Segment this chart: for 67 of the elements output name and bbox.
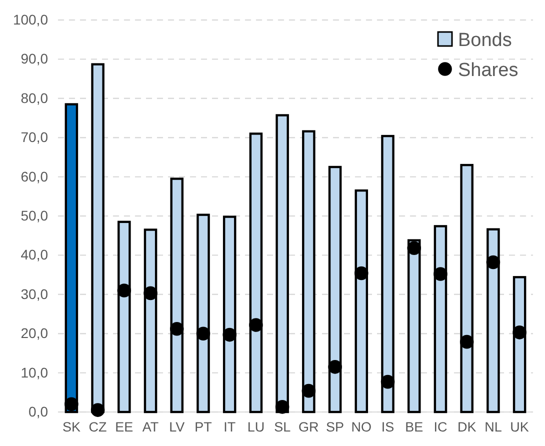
x-tick-label: IC: [434, 420, 448, 435]
legend-label: Shares: [458, 60, 518, 81]
point: [434, 267, 448, 281]
point: [328, 360, 342, 374]
y-tick-label: 70,0: [20, 129, 48, 146]
bar: [196, 214, 210, 414]
x-tick-label: GR: [298, 420, 320, 435]
y-tick-label: 20,0: [20, 325, 48, 342]
bar: [407, 239, 421, 414]
point: [117, 284, 132, 298]
y-tick-label: 40,0: [20, 246, 48, 263]
x-tick-label: SK: [62, 420, 80, 435]
point: [380, 374, 395, 389]
x-tick-label: SP: [326, 420, 344, 435]
x-tick-label: UK: [510, 420, 529, 435]
x-tick-label: DK: [457, 420, 476, 435]
bar: [170, 178, 184, 414]
point: [354, 266, 368, 280]
x-tick-label: NO: [351, 420, 372, 435]
point: [302, 384, 316, 398]
bar: [381, 134, 394, 414]
legend-label: Bonds: [458, 30, 512, 51]
x-tick-label: AT: [142, 420, 159, 435]
point: [249, 318, 263, 332]
bar: [91, 63, 104, 414]
bar: [276, 114, 289, 414]
bar: [249, 132, 263, 414]
y-tick-label: 50,0: [20, 207, 48, 224]
point: [64, 397, 78, 412]
point: [460, 334, 474, 349]
bar: [144, 228, 158, 414]
bar: [118, 220, 131, 414]
y-tick-label: 90,0: [20, 50, 48, 67]
bar: [512, 276, 526, 414]
point: [90, 403, 105, 417]
point: [275, 400, 290, 414]
x-tick-label: SL: [274, 420, 292, 435]
x-tick-label: LU: [247, 420, 265, 435]
x-tick-label: BE: [405, 420, 424, 435]
point: [170, 322, 184, 336]
x-tick-label: IS: [381, 420, 394, 435]
y-tick-label: 100,0: [12, 11, 48, 28]
point: [144, 286, 158, 300]
x-tick-label: EE: [115, 420, 134, 435]
y-tick-label: 80,0: [20, 90, 48, 106]
bar: [486, 228, 500, 414]
bar: [302, 130, 316, 414]
bar: [460, 164, 474, 414]
bar: [354, 189, 368, 414]
y-tick-label: 60,0: [20, 168, 48, 184]
point: [407, 241, 422, 256]
x-tick-label: CZ: [88, 420, 107, 435]
x-tick-label: PT: [194, 420, 212, 435]
point: [222, 328, 237, 342]
x-tick-label: LV: [169, 420, 185, 435]
bar: [434, 225, 448, 414]
point: [512, 326, 526, 340]
point: [196, 326, 210, 340]
y-tick-label: 10,0: [20, 364, 48, 380]
x-tick-label: IT: [224, 420, 236, 435]
x-tick-label: NL: [484, 420, 502, 435]
point: [486, 255, 500, 270]
y-tick-label: 0,0: [28, 403, 48, 420]
bar: [222, 216, 236, 414]
y-tick-label: 30,0: [20, 286, 48, 302]
bar: [64, 103, 78, 414]
bar: [328, 166, 342, 414]
